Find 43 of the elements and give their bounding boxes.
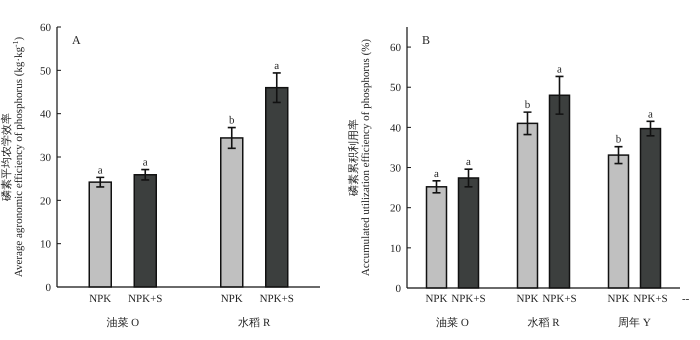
x-tick-label: 油菜 O (436, 316, 469, 329)
data-label: b (616, 134, 622, 146)
data-label: a (98, 164, 103, 176)
text: NPK (607, 293, 630, 305)
y-tick-label: 0 (396, 283, 402, 295)
y-tick-label: 50 (40, 65, 52, 78)
text: NPK (220, 293, 243, 305)
y-tick-label: 60 (40, 22, 52, 34)
x-tick-label: 油菜 O (106, 316, 140, 329)
y-tick-label: 10 (390, 242, 402, 255)
y-tick-label: 40 (390, 122, 402, 134)
y-tick-label: 10 (40, 238, 52, 251)
text: A (72, 33, 81, 47)
y-tick-label: 60 (390, 42, 402, 54)
series-label: NPK+S (542, 293, 577, 305)
y-tick-label: 40 (40, 108, 52, 121)
y-tick-label: 20 (390, 202, 402, 215)
data-label: a (557, 63, 562, 76)
x-tick-label: 水稻 R (238, 316, 271, 329)
x-tick-label: 周年 Y (618, 317, 651, 329)
data-label: a (648, 108, 654, 120)
text: B (422, 33, 430, 47)
text: NPK+S (260, 293, 294, 305)
y-tick-label: 30 (390, 162, 402, 175)
data-label: b (229, 114, 235, 127)
y-tick-label: 50 (390, 82, 402, 94)
data-label: a (142, 156, 148, 169)
data-label: a (466, 156, 472, 168)
data-label: a (274, 60, 280, 72)
series-label: NPK (89, 293, 112, 305)
y-tick-label: 30 (40, 152, 52, 164)
text: NPK+S (633, 293, 668, 305)
data-label: a (434, 168, 440, 180)
y-tick-label: 20 (40, 195, 52, 208)
y-tick-label: 0 (46, 282, 52, 294)
text: NPK+S (451, 293, 486, 305)
x-tick-label: 水稻 R (527, 316, 560, 329)
series-label: NPK+S (128, 293, 162, 305)
text: -- (682, 293, 690, 305)
text: NPK (516, 293, 539, 305)
data-label: b (524, 99, 531, 112)
series-label: NPK (425, 293, 448, 305)
y-axis-title: 磷素累积利用率 Accumulated utilization efficiency of phosphorus (%) (347, 38, 372, 276)
